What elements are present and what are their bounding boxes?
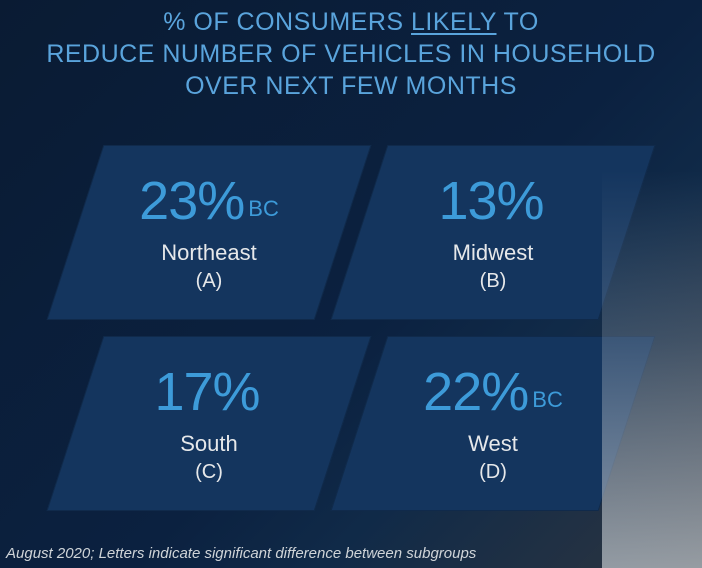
title-line2: REDUCE NUMBER OF VEHICLES IN HOUSEHOLD	[46, 40, 655, 68]
tile-code: (A)	[196, 270, 223, 293]
infographic-stage: % OF CONSUMERS LIKELY TO REDUCE NUMBER O…	[0, 0, 702, 568]
tile-sup: BC	[532, 389, 563, 411]
tile-row: 23% BC Northeast (A) 13% Midwest (B)	[75, 145, 627, 320]
tile-grid: 23% BC Northeast (A) 13% Midwest (B)	[75, 145, 627, 511]
title-line1-prefix: % OF CONSUMERS	[163, 8, 411, 36]
tile-content: 13% Midwest (B)	[359, 145, 627, 320]
tile-sup: BC	[248, 198, 279, 220]
tile-content: 22% BC West (D)	[359, 336, 627, 511]
tile-region: Northeast	[161, 240, 256, 266]
footnote: August 2020; Letters indicate significan…	[6, 545, 476, 562]
pct-line: 17%	[154, 365, 263, 419]
tile-west: 22% BC West (D)	[359, 336, 627, 511]
tile-pct: 23%	[139, 174, 244, 228]
title-line3: OVER NEXT FEW MONTHS	[185, 72, 517, 100]
tile-content: 17% South (C)	[75, 336, 343, 511]
pct-line: 22% BC	[423, 365, 563, 419]
tile-row: 17% South (C) 22% BC West (D)	[75, 336, 627, 511]
page-title: % OF CONSUMERS LIKELY TO REDUCE NUMBER O…	[0, 6, 702, 102]
title-line1-suffix: TO	[497, 8, 539, 36]
tile-midwest: 13% Midwest (B)	[359, 145, 627, 320]
tile-south: 17% South (C)	[75, 336, 343, 511]
tile-code: (D)	[479, 461, 507, 484]
tile-region: West	[468, 431, 518, 457]
tile-code: (C)	[195, 461, 223, 484]
tile-pct: 22%	[423, 365, 528, 419]
tile-region: South	[180, 431, 238, 457]
tile-pct: 13%	[438, 174, 543, 228]
tile-code: (B)	[480, 270, 507, 293]
pct-line: 13%	[438, 174, 547, 228]
tile-pct: 17%	[154, 365, 259, 419]
pct-line: 23% BC	[139, 174, 279, 228]
tile-northeast: 23% BC Northeast (A)	[75, 145, 343, 320]
tile-region: Midwest	[453, 240, 534, 266]
title-line1-underlined: LIKELY	[411, 8, 496, 36]
tile-content: 23% BC Northeast (A)	[75, 145, 343, 320]
